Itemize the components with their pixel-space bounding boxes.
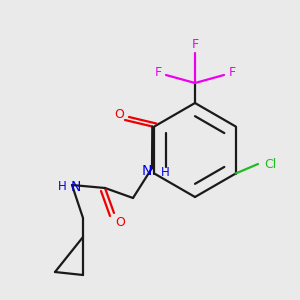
Text: N: N xyxy=(71,180,81,194)
Text: Cl: Cl xyxy=(264,158,276,170)
Text: O: O xyxy=(115,215,125,229)
Text: H: H xyxy=(58,181,66,194)
Text: F: F xyxy=(228,65,236,79)
Text: O: O xyxy=(114,109,124,122)
Text: F: F xyxy=(154,65,162,79)
Text: N: N xyxy=(142,164,152,178)
Text: H: H xyxy=(160,167,169,179)
Text: F: F xyxy=(191,38,199,52)
